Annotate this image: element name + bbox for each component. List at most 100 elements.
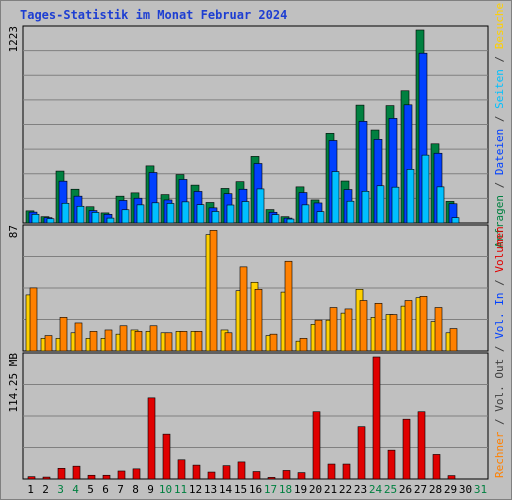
x-tick-label-12: 12 xyxy=(189,483,202,496)
bar-seiten-day-1 xyxy=(31,214,40,224)
x-tick-label-4: 4 xyxy=(72,483,79,496)
x-tick-label-19: 19 xyxy=(294,483,307,496)
bar-seiten-day-6 xyxy=(106,217,115,224)
bar-seiten-day-15 xyxy=(241,201,250,224)
y-max-label-middle: 87 xyxy=(7,225,20,238)
x-tick-label-6: 6 xyxy=(102,483,109,496)
bar-volumen-day-12 xyxy=(192,464,201,480)
bar-volumen-day-21 xyxy=(327,463,336,480)
x-tick-label-17: 17 xyxy=(264,483,277,496)
bar-seiten-day-24 xyxy=(376,185,385,224)
bar-volumen-day-28 xyxy=(432,454,441,480)
bar-seiten-day-2 xyxy=(46,218,55,224)
bar-rechner-day-3 xyxy=(59,317,68,352)
legend-label-top: Anfragen / Dateien / Seiten / Besuche xyxy=(493,3,506,248)
bar-seiten-day-12 xyxy=(196,204,205,224)
bar-seiten-day-21 xyxy=(331,171,340,224)
x-tick-label-28: 28 xyxy=(429,483,442,496)
bar-volumen-day-16 xyxy=(252,471,261,480)
bar-volumen-day-7 xyxy=(117,470,126,480)
bar-volumen-day-27 xyxy=(417,411,426,480)
bar-seiten-day-10 xyxy=(166,203,175,224)
bar-seiten-day-11 xyxy=(181,201,190,224)
legend-label-bottom: Rechner / Vol. Out / Vol. In / Volumen xyxy=(493,226,506,478)
bar-volumen-day-8 xyxy=(132,468,141,480)
bar-volumen-day-2 xyxy=(42,476,51,480)
x-tick-label-24: 24 xyxy=(369,483,383,496)
x-tick-label-27: 27 xyxy=(414,483,427,496)
bar-volumen-day-26 xyxy=(402,418,411,480)
x-tick-label-18: 18 xyxy=(279,483,292,496)
x-tick-label-3: 3 xyxy=(57,483,64,496)
x-tick-label-16: 16 xyxy=(249,483,262,496)
bar-seiten-day-22 xyxy=(346,200,355,224)
chart-title: Tages-Statistik im Monat Februar 2024 xyxy=(20,8,288,22)
bar-rechner-day-6 xyxy=(104,329,113,352)
bar-rechner-day-26 xyxy=(404,300,413,352)
x-tick-label-1: 1 xyxy=(27,483,34,496)
bar-volumen-day-4 xyxy=(72,465,81,480)
bar-rechner-day-7 xyxy=(119,325,128,352)
bar-volumen-day-11 xyxy=(177,459,186,480)
bar-rechner-day-21 xyxy=(329,307,338,352)
bar-rechner-day-24 xyxy=(374,303,383,352)
bar-volumen-day-5 xyxy=(87,474,96,480)
x-tick-label-11: 11 xyxy=(174,483,187,496)
bar-seiten-day-5 xyxy=(91,212,100,224)
bar-rechner-day-8 xyxy=(134,331,143,352)
bar-rechner-day-12 xyxy=(194,331,203,352)
bar-seiten-day-18 xyxy=(286,218,295,224)
bar-rechner-day-20 xyxy=(314,319,323,352)
x-tick-label-13: 13 xyxy=(204,483,217,496)
y-max-label-bottom: 114.25 MB xyxy=(7,353,20,413)
bar-seiten-day-3 xyxy=(61,202,70,224)
x-tick-label-23: 23 xyxy=(354,483,367,496)
bar-rechner-day-10 xyxy=(164,332,173,352)
x-tick-label-14: 14 xyxy=(219,483,233,496)
bar-seiten-day-9 xyxy=(151,202,160,224)
bar-seiten-day-23 xyxy=(361,190,370,224)
x-tick-label-22: 22 xyxy=(339,483,352,496)
bar-rechner-day-13 xyxy=(209,230,218,352)
bar-rechner-day-11 xyxy=(179,331,188,352)
bar-volumen-day-10 xyxy=(162,433,171,480)
bar-volumen-day-17 xyxy=(267,477,276,480)
bar-seiten-day-19 xyxy=(301,204,310,224)
bar-volumen-day-20 xyxy=(312,411,321,480)
bar-rechner-day-28 xyxy=(434,307,443,352)
y-max-label-top: 1223 xyxy=(7,26,20,53)
bar-seiten-day-20 xyxy=(316,211,325,224)
bar-volumen-day-13 xyxy=(207,471,216,480)
bar-volumen-day-18 xyxy=(282,470,291,480)
x-tick-label-25: 25 xyxy=(384,483,397,496)
bar-rechner-day-18 xyxy=(284,260,293,352)
x-tick-label-2: 2 xyxy=(42,483,49,496)
bar-volumen-day-15 xyxy=(237,461,246,480)
x-tick-label-8: 8 xyxy=(132,483,139,496)
bar-volumen-day-19 xyxy=(297,472,306,480)
bar-seiten-day-8 xyxy=(136,204,145,224)
bar-rechner-day-27 xyxy=(419,296,428,352)
bar-rechner-day-2 xyxy=(44,335,53,352)
bar-rechner-day-17 xyxy=(269,333,278,352)
bar-seiten-day-27 xyxy=(421,154,430,224)
bar-seiten-day-16 xyxy=(256,188,265,224)
bar-seiten-day-26 xyxy=(406,169,415,224)
bar-seiten-day-13 xyxy=(211,211,220,224)
bar-seiten-day-4 xyxy=(76,205,85,224)
x-tick-label-29: 29 xyxy=(444,483,457,496)
bar-seiten-day-14 xyxy=(226,204,235,224)
x-tick-label-31: 31 xyxy=(474,483,487,496)
bar-seiten-day-25 xyxy=(391,186,400,224)
x-tick-label-9: 9 xyxy=(147,483,154,496)
x-tick-label-26: 26 xyxy=(399,483,412,496)
bar-volumen-day-25 xyxy=(387,449,396,480)
bar-seiten-day-29 xyxy=(451,217,460,224)
bar-volumen-day-6 xyxy=(102,474,111,480)
bar-volumen-day-1 xyxy=(27,476,36,480)
x-tick-label-30: 30 xyxy=(459,483,472,496)
bar-volumen-day-29 xyxy=(447,475,456,480)
bar-rechner-day-22 xyxy=(344,308,353,352)
bar-seiten-day-7 xyxy=(121,209,130,224)
